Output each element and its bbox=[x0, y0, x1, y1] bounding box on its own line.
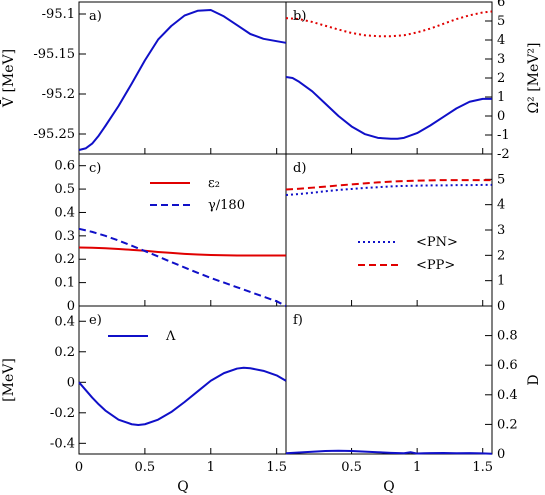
ytick-label-e: 0.2 bbox=[54, 345, 75, 360]
series-line-c-1 bbox=[78, 227, 287, 307]
ytick-label-d: 0 bbox=[497, 299, 505, 314]
legend-c-gamma-label: γ/180 bbox=[208, 198, 245, 213]
legend-d-pn-label: <PN> bbox=[416, 235, 458, 250]
ytick-label-f: 0.8 bbox=[497, 329, 518, 344]
ytick-label-b: -2 bbox=[497, 147, 510, 162]
panel-c-label: c) bbox=[89, 161, 101, 176]
panel-a-label: a) bbox=[89, 9, 102, 24]
panel-b-label: b) bbox=[293, 9, 306, 24]
panel-e-xlabel: Q bbox=[177, 479, 188, 495]
xtick-label-f: 1 bbox=[413, 460, 421, 475]
ytick-label-a: -95.2 bbox=[42, 87, 75, 102]
ytick-label-a: -95.25 bbox=[33, 127, 75, 142]
curves bbox=[78, 9, 493, 455]
xtick-label-e: 0.5 bbox=[135, 460, 156, 475]
ytick-label-e: 0 bbox=[67, 375, 75, 390]
ytick-label-f: 0 bbox=[497, 447, 505, 462]
ytick-label-d: 3 bbox=[497, 223, 505, 238]
panel-f-frame bbox=[285, 305, 493, 455]
legend-c-epsilon-label: ε₂ bbox=[208, 176, 220, 191]
ytick-label-c: 0 bbox=[67, 299, 75, 314]
legend-d-pp-label: <PP> bbox=[416, 258, 455, 273]
ytick-label-f: 0.2 bbox=[497, 417, 518, 432]
ytick-label-c: 0.4 bbox=[54, 205, 75, 220]
xtick-label-e: 0 bbox=[75, 460, 83, 475]
ytick-label-b: -1 bbox=[497, 128, 510, 143]
series-line-c-0 bbox=[78, 246, 286, 257]
ytick-label-c: 0.5 bbox=[54, 182, 75, 197]
xtick-label-e: 1 bbox=[207, 460, 215, 475]
ytick-label-a: -95.1 bbox=[42, 7, 75, 22]
series-line-f-0 bbox=[285, 449, 492, 455]
ytick-label-f: 0.4 bbox=[497, 388, 518, 403]
ytick-label-e: 0.4 bbox=[54, 314, 75, 329]
panel-f-label: f) bbox=[293, 313, 303, 328]
xtick-label-f: 1.5 bbox=[472, 460, 493, 475]
ytick-label-f: 0.6 bbox=[497, 358, 518, 373]
ytick-label-e: -0.2 bbox=[50, 406, 75, 421]
panel-e-label: e) bbox=[89, 313, 102, 328]
ytick-label-d: 2 bbox=[497, 248, 505, 263]
panel-e-ylabel: [MeV] bbox=[1, 358, 17, 402]
ytick-label-b: 4 bbox=[497, 33, 505, 48]
series-line-a-0 bbox=[78, 9, 287, 151]
ytick-label-b: 2 bbox=[497, 71, 505, 86]
ytick-label-a: -95.15 bbox=[33, 47, 75, 62]
ytick-label-b: 3 bbox=[497, 52, 505, 67]
panel-d-label: d) bbox=[293, 161, 306, 176]
ytick-label-e: -0.4 bbox=[50, 436, 75, 451]
series-line-d-1 bbox=[285, 179, 492, 191]
ytick-label-c: 0.2 bbox=[54, 252, 75, 267]
panel-a-ylabel: V̄ [MeV] bbox=[0, 49, 17, 108]
series-line-d-0 bbox=[285, 183, 492, 197]
ytick-label-d: 1 bbox=[497, 274, 505, 289]
panel-f-xlabel: Q bbox=[383, 479, 394, 495]
ytick-label-b: 6 bbox=[497, 0, 505, 10]
panel-a-frame bbox=[78, 1, 287, 155]
ytick-label-c: 0.6 bbox=[54, 159, 75, 174]
series-line-b-0 bbox=[285, 10, 493, 38]
legend-e: Λ bbox=[108, 329, 176, 344]
panel-f-ylabel: D bbox=[526, 374, 542, 385]
legend-d: <PN> <PP> bbox=[358, 235, 458, 273]
legend-e-lambda-label: Λ bbox=[165, 329, 176, 344]
tick-labels: -95.25 -95.2 -95.15 -95.1 -2 -1 0 1 2 3 4 5 6 0 0.1 0.2… bbox=[33, 0, 517, 475]
ytick-label-c: 0.1 bbox=[54, 276, 75, 291]
panel-d-frame bbox=[285, 153, 493, 307]
panel-c-frame bbox=[78, 153, 287, 307]
series-line-e-0 bbox=[78, 366, 287, 427]
ytick-label-b: 5 bbox=[497, 14, 505, 29]
series-line-b-1 bbox=[285, 76, 492, 140]
ytick-label-b: 1 bbox=[497, 90, 505, 105]
ytick-label-b: 0 bbox=[497, 109, 505, 124]
ytick-label-c: 0.3 bbox=[54, 229, 75, 244]
ytick-label-d: 5 bbox=[497, 172, 505, 187]
panel-e-frame bbox=[78, 305, 287, 455]
ytick-label-d: 4 bbox=[497, 198, 505, 213]
panel-b-ylabel: Ω² [MeV²] bbox=[526, 43, 542, 114]
panel-b-frame bbox=[285, 1, 493, 155]
xtick-label-e: 1.5 bbox=[266, 460, 287, 475]
legend-c: ε₂ γ/180 bbox=[150, 176, 245, 213]
xtick-label-f: 0.5 bbox=[341, 460, 362, 475]
